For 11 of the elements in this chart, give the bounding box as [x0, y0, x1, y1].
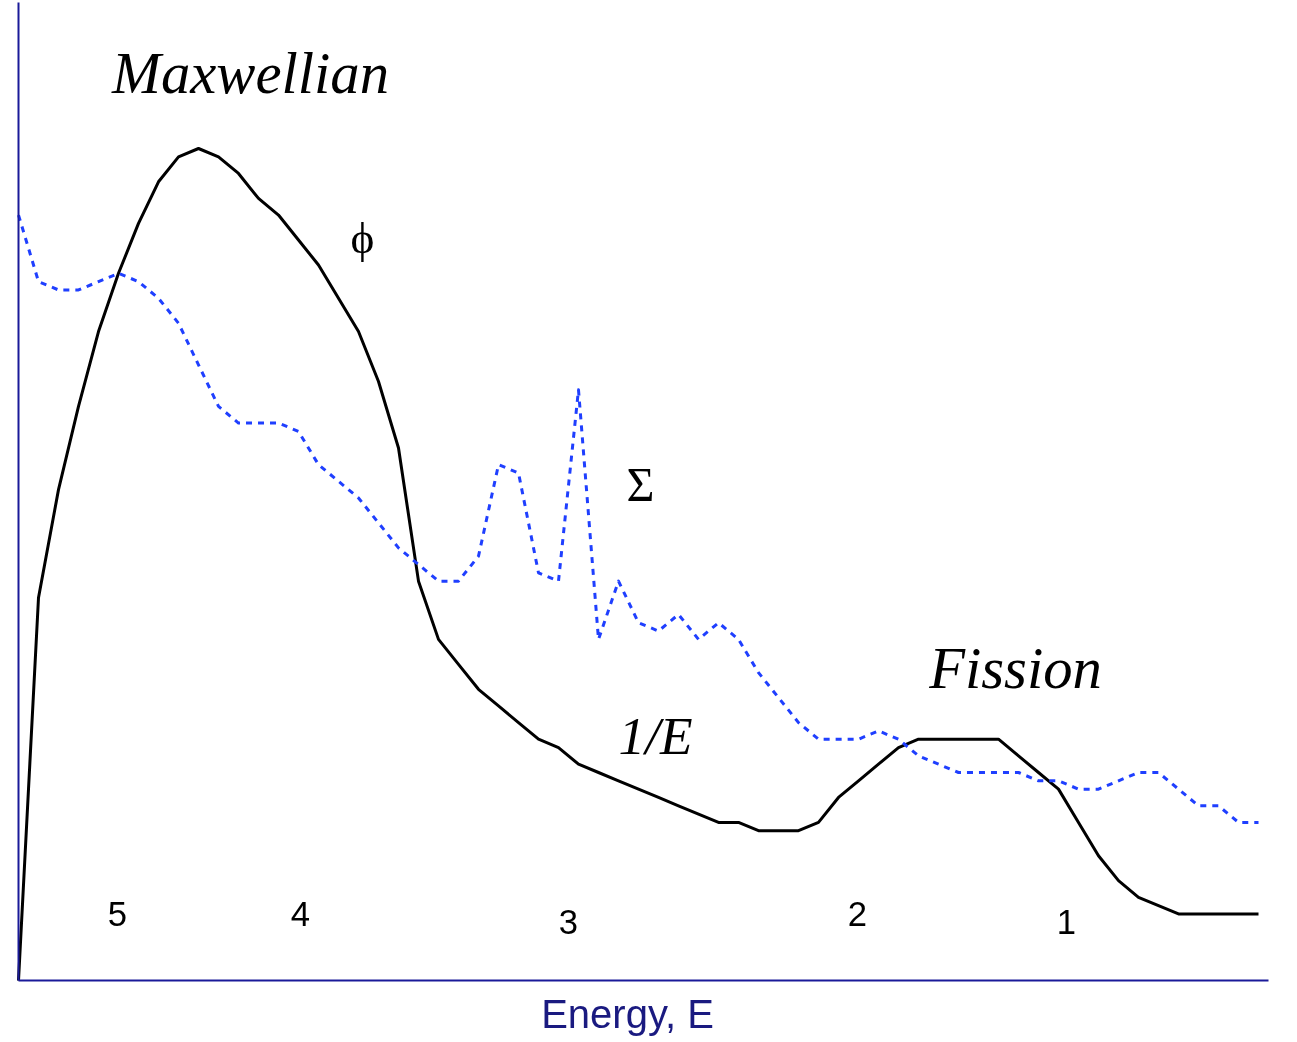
annotation: 4: [290, 894, 311, 933]
annotation: 5: [107, 894, 128, 933]
annotation: Fission: [928, 635, 1102, 701]
annotation: ϕ: [350, 212, 375, 263]
annotation: 2: [847, 894, 868, 933]
text: Maxwellian: [111, 40, 389, 106]
annotation: 1: [1056, 902, 1077, 941]
annotation: 1/E: [618, 705, 693, 766]
annotation: 3: [558, 902, 579, 941]
annotation: Σ: [626, 457, 655, 511]
x-axis-title: Energy, E: [541, 991, 714, 1036]
